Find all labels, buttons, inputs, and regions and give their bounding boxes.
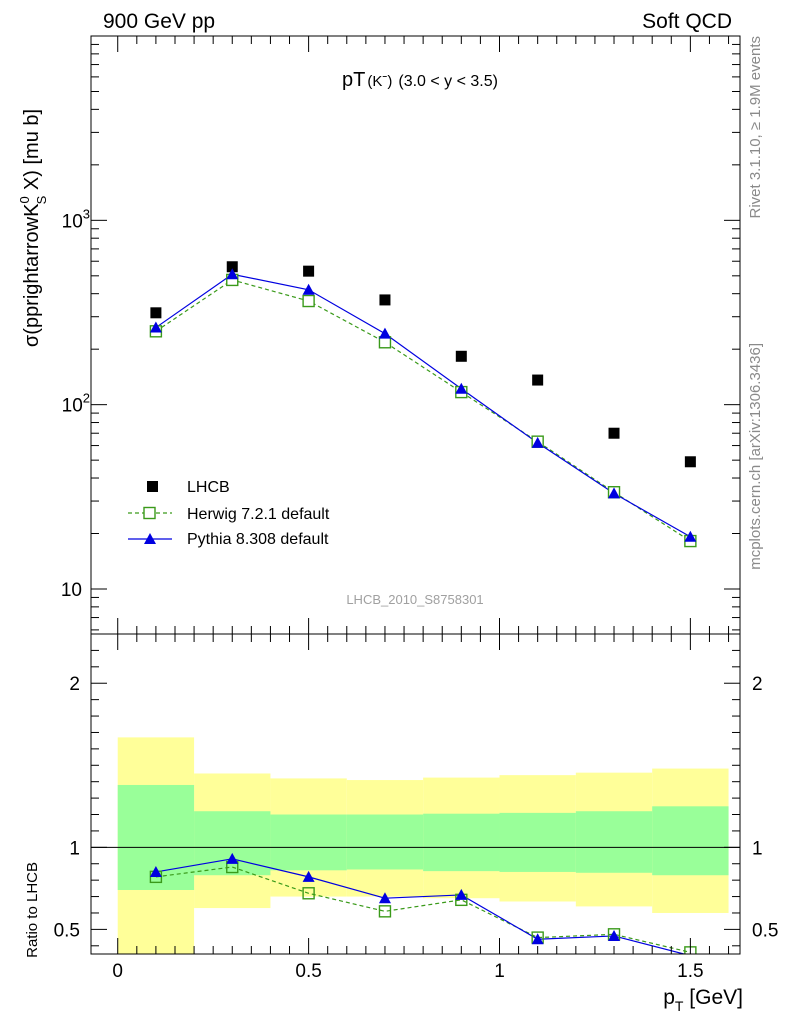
ratio-plot-ylabel: Ratio to LHCB [24, 862, 41, 958]
data-point-lhcb [379, 294, 391, 306]
xlabel-unit: [GeV] [683, 986, 743, 1009]
ratio-plot-marks [91, 737, 740, 954]
legend-marker-herwig [143, 506, 156, 520]
data-point-lhcb [608, 427, 620, 439]
ratio-point-pythia [455, 888, 468, 900]
data-point-lhcb [684, 456, 696, 468]
uncertainty-band-stat [499, 812, 576, 872]
xlabel-main: p [663, 986, 675, 1009]
legend-marker-lhcb [147, 481, 158, 492]
data-point-pythia [378, 327, 391, 339]
legend-label-pythia: Pythia 8.308 default [187, 531, 329, 548]
data-point-lhcb [226, 261, 238, 273]
ylabel-post: X) [mu b] [21, 109, 43, 196]
xlabel-sub: T [675, 998, 684, 1014]
ratio-point-pythia [531, 933, 544, 945]
data-point-herwig [302, 294, 315, 308]
ratio-y-tick-label-right: 1 [752, 838, 763, 859]
title-paren: (Kˉ) [367, 73, 392, 90]
y-tick-label-exp: 3 [83, 206, 90, 221]
y-tick-label: 103 [62, 206, 90, 232]
ratio-line-1 [155, 858, 687, 954]
uncertainty-band-stat [423, 813, 500, 872]
data-point-lhcb [303, 265, 315, 277]
ylabel-sub: S [34, 195, 49, 204]
analysis-watermark: LHCB_2010_S8758301 [346, 592, 483, 607]
ylabel-pre: σ(pprightarrowK [21, 203, 43, 347]
uncertainty-band-stat [575, 811, 653, 873]
legend-label-lhcb: LHCB [187, 479, 230, 496]
ratio-point-pythia [378, 892, 391, 904]
ratio-point-pythia [149, 865, 162, 877]
data-point-pythia [226, 268, 239, 280]
ratio-point-pythia [226, 852, 239, 864]
ratio-y-tick-label-left: 2 [69, 674, 80, 695]
ratio-point-pythia [302, 870, 315, 882]
data-point-pythia [531, 436, 544, 448]
data-point-pythia [608, 487, 621, 499]
ratio-line-0 [155, 866, 691, 953]
ratio-point-pythia [608, 929, 621, 941]
y-tick-label-base: 10 [61, 580, 82, 601]
y-tick-label: 102 [62, 391, 90, 417]
series-line-2 [155, 273, 691, 538]
legend-marker-pythia [144, 533, 156, 544]
ratio-y-tick-label-right: 0.5 [752, 920, 778, 941]
ratio-series-group [149, 852, 697, 954]
legend: LHCB Herwig 7.2.1 default Pythia 8.308 d… [128, 479, 330, 548]
data-point-pythia [455, 382, 468, 394]
data-point-pythia [149, 321, 162, 333]
x-axis-label: pT [GeV] [663, 986, 743, 1014]
ratio-y-tick-label-left: 1 [69, 838, 80, 859]
x-tick-label: 0.5 [295, 961, 321, 982]
main-plot-title: pT (Kˉ) (3.0 < y < 3.5) [342, 69, 498, 91]
data-point-pythia [302, 283, 315, 295]
header-left: 900 GeV pp [103, 10, 215, 33]
y-tick-label-base: 10 [62, 211, 83, 232]
title-main: pT [342, 69, 365, 91]
side-label-bottom: mcplots.cern.ch [arXiv:1306.3436] [747, 343, 764, 570]
uncertainty-band-stat [346, 814, 424, 870]
y-tick-label: 10 [61, 580, 82, 601]
y-tick-label-base: 10 [62, 396, 83, 417]
main-plot-marks [149, 261, 697, 548]
uncertainty-band-stat [652, 806, 729, 876]
data-point-lhcb [532, 374, 544, 386]
header-right: Soft QCD [642, 10, 732, 33]
main-plot-ylabel: σ(pprightarrowK0 S X) [mu b] [17, 109, 49, 347]
legend-label-herwig: Herwig 7.2.1 default [187, 506, 330, 523]
side-label-top: Rivet 3.1.10, ≥ 1.9M events [747, 36, 764, 219]
title-range: (3.0 < y < 3.5) [398, 73, 498, 90]
y-tick-label-exp: 2 [83, 391, 90, 406]
ratio-plot-ticks: 0.5 0.5 1 1 2 2 0 0.5 1 1.5 [54, 634, 778, 982]
data-point-lhcb [455, 350, 467, 362]
ratio-point-herwig [378, 905, 392, 918]
ylabel-sup: 0 [17, 196, 32, 203]
ratio-panel: 0.5 0.5 1 1 2 2 0 0.5 1 1.5 Ratio to LHCB pT [GeV… [24, 633, 778, 1014]
data-point-pythia [684, 530, 697, 542]
ratio-y-tick-label-right: 2 [752, 674, 763, 695]
uncertainty-band-stat [270, 814, 347, 871]
x-tick-label: 0 [112, 961, 123, 982]
ratio-y-tick-label-left: 0.5 [54, 920, 80, 941]
ratio-point-herwig [302, 887, 315, 900]
ratio-plot-frame [90, 633, 741, 955]
x-tick-label: 1.5 [677, 961, 703, 982]
series-line-1 [155, 279, 691, 542]
data-point-lhcb [150, 307, 162, 319]
x-tick-label: 1 [494, 961, 505, 982]
